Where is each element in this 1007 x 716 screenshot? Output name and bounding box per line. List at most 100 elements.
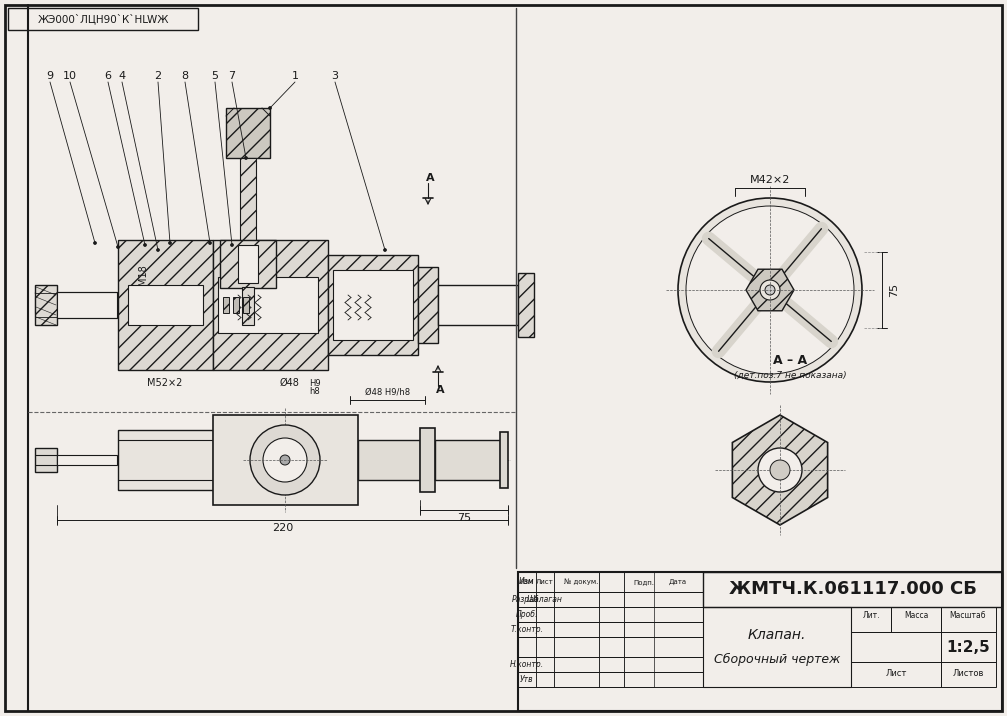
- Text: Лист: Лист: [885, 669, 906, 679]
- Bar: [599, 657, 624, 672]
- Bar: [851, 607, 891, 632]
- Circle shape: [250, 425, 320, 495]
- Bar: [554, 657, 599, 672]
- Bar: [554, 572, 599, 592]
- Circle shape: [384, 248, 387, 251]
- Bar: [599, 672, 624, 687]
- Bar: [518, 637, 536, 657]
- Text: 2: 2: [154, 71, 161, 81]
- Circle shape: [245, 157, 248, 160]
- Text: Изм: Изм: [520, 578, 535, 586]
- Circle shape: [770, 460, 790, 480]
- Text: М52×2: М52×2: [147, 378, 182, 388]
- Bar: [624, 572, 654, 592]
- Bar: [599, 572, 624, 592]
- Text: Шалаган: Шалаган: [527, 595, 563, 604]
- Bar: [536, 637, 554, 657]
- Bar: [554, 592, 599, 607]
- Bar: [35, 285, 57, 325]
- Text: 9: 9: [46, 71, 53, 81]
- Bar: [223, 297, 229, 313]
- Polygon shape: [732, 415, 828, 525]
- Text: Масштаб: Масштаб: [950, 611, 986, 619]
- Text: 1: 1: [291, 71, 298, 81]
- Bar: [57, 455, 117, 465]
- Text: Подп.: Подп.: [633, 579, 655, 585]
- Bar: [518, 607, 703, 622]
- Bar: [226, 108, 270, 158]
- Text: А: А: [436, 385, 444, 395]
- Bar: [233, 297, 239, 313]
- Bar: [851, 662, 941, 687]
- Polygon shape: [746, 269, 794, 311]
- Bar: [624, 657, 654, 672]
- Bar: [599, 592, 624, 607]
- Text: М42×2: М42×2: [750, 175, 790, 185]
- Text: H9: H9: [309, 379, 321, 387]
- Text: Сборочный чертеж: Сборочный чертеж: [714, 652, 840, 666]
- Bar: [242, 287, 254, 325]
- Circle shape: [686, 206, 854, 374]
- Bar: [240, 158, 256, 240]
- Text: 1:2,5: 1:2,5: [947, 639, 990, 654]
- Bar: [213, 415, 358, 505]
- Bar: [518, 572, 536, 592]
- Circle shape: [758, 448, 802, 492]
- Text: Н.контр.: Н.контр.: [510, 660, 544, 669]
- Bar: [536, 572, 554, 592]
- Circle shape: [760, 280, 780, 300]
- Text: Утв: Утв: [521, 675, 534, 684]
- Text: М18: М18: [138, 265, 148, 286]
- Bar: [420, 428, 435, 492]
- Text: 75: 75: [457, 513, 471, 523]
- Bar: [536, 657, 554, 672]
- Bar: [518, 572, 1002, 711]
- Bar: [243, 297, 249, 313]
- Text: 8: 8: [181, 71, 188, 81]
- Bar: [328, 255, 418, 355]
- Text: (дет.поз.7 не показана): (дет.поз.7 не показана): [734, 370, 846, 379]
- Text: 7: 7: [229, 71, 236, 81]
- Text: Ø48 H9/h8: Ø48 H9/h8: [365, 387, 410, 397]
- Bar: [599, 622, 624, 637]
- Bar: [518, 607, 536, 622]
- Text: h8: h8: [309, 387, 320, 395]
- Bar: [118, 240, 213, 370]
- Bar: [518, 572, 703, 592]
- Text: Разраб.: Разраб.: [513, 595, 542, 604]
- Circle shape: [156, 248, 159, 251]
- Bar: [518, 622, 536, 637]
- Bar: [518, 657, 536, 672]
- Text: 220: 220: [272, 523, 293, 533]
- Bar: [536, 592, 554, 607]
- Bar: [518, 672, 536, 687]
- Circle shape: [144, 243, 146, 246]
- Bar: [57, 292, 117, 318]
- Circle shape: [94, 241, 97, 244]
- Bar: [536, 607, 554, 622]
- Bar: [891, 607, 941, 632]
- Circle shape: [280, 455, 290, 465]
- Circle shape: [263, 438, 307, 482]
- Bar: [554, 672, 599, 687]
- Bar: [8, 8, 198, 30]
- Bar: [500, 432, 508, 488]
- Bar: [35, 448, 57, 472]
- Circle shape: [765, 285, 775, 295]
- Text: Клапан.: Клапан.: [748, 628, 807, 642]
- Text: ЖМТЧ.К.061117.000 СБ: ЖМТЧ.К.061117.000 СБ: [728, 580, 977, 598]
- Bar: [518, 592, 703, 607]
- Bar: [435, 440, 500, 480]
- Bar: [220, 240, 276, 288]
- Text: 5: 5: [211, 71, 219, 81]
- Bar: [118, 430, 213, 490]
- Bar: [554, 622, 599, 637]
- Bar: [536, 622, 554, 637]
- Text: А – А: А – А: [773, 354, 807, 367]
- Bar: [518, 637, 703, 657]
- Text: Лист: Лист: [536, 579, 554, 585]
- Bar: [536, 672, 554, 687]
- Circle shape: [231, 243, 234, 246]
- Bar: [554, 607, 599, 622]
- Text: Проб.: Проб.: [516, 610, 538, 619]
